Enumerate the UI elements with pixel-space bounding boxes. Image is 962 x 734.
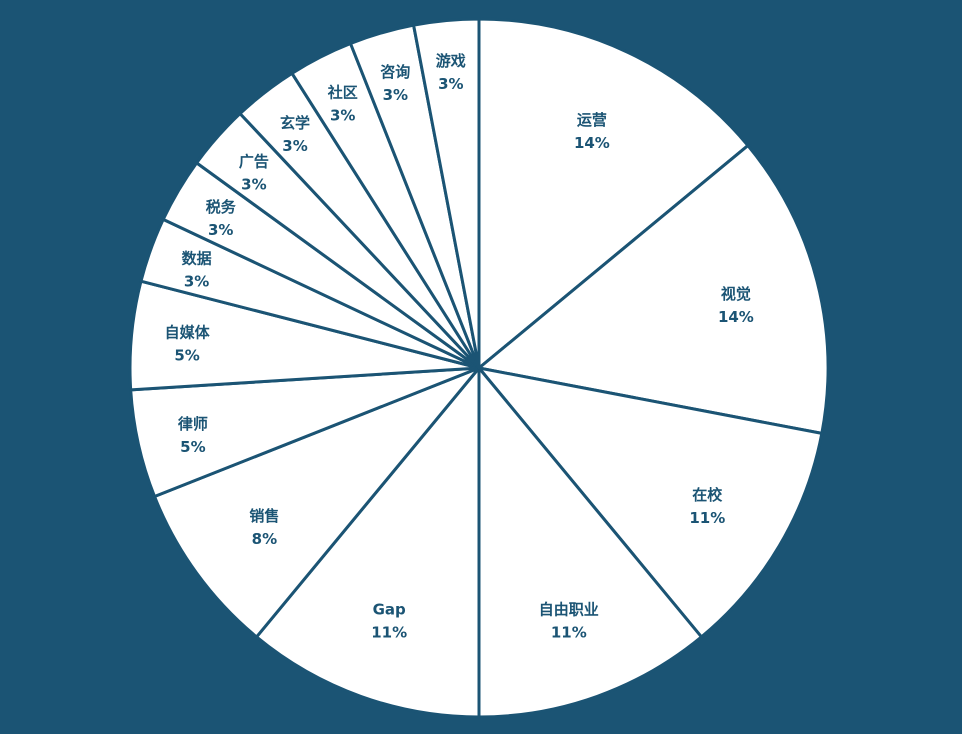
pie-slice-14 xyxy=(412,17,481,370)
slice-value-label-12: 3% xyxy=(330,107,355,125)
slice-value-label-11: 3% xyxy=(282,137,307,155)
slice-label-12: 社区 xyxy=(327,84,358,102)
slice-label-3: 自由职业 xyxy=(539,601,599,619)
slice-value-label-4: 11% xyxy=(371,624,407,642)
slice-label-6: 律师 xyxy=(177,415,208,433)
pie-slice-1 xyxy=(477,144,830,435)
pie-slice-2 xyxy=(477,366,824,639)
slice-label-0: 运营 xyxy=(577,111,607,129)
slice-value-label-5: 8% xyxy=(252,530,277,548)
slice-value-label-2: 11% xyxy=(689,509,725,527)
slice-label-1: 视觉 xyxy=(721,285,751,303)
slice-label-10: 广告 xyxy=(239,153,269,171)
slice-label-11: 玄学 xyxy=(280,114,310,132)
slice-label-8: 数据 xyxy=(182,249,212,267)
slice-value-label-1: 14% xyxy=(718,308,754,326)
slice-label-13: 咨询 xyxy=(380,63,410,81)
slice-value-label-6: 5% xyxy=(180,438,205,456)
slice-label-9: 税务 xyxy=(206,198,237,216)
pie-slice-4 xyxy=(255,366,481,719)
slice-value-label-10: 3% xyxy=(241,176,266,194)
slice-label-7: 自媒体 xyxy=(165,323,211,341)
slice-value-label-14: 3% xyxy=(438,75,463,93)
pie-slice-5 xyxy=(153,366,481,639)
pie-slice-0 xyxy=(477,17,750,370)
slice-value-label-9: 3% xyxy=(208,221,233,239)
slice-value-label-7: 5% xyxy=(174,346,199,364)
slice-value-label-0: 14% xyxy=(574,134,610,152)
pie-labels: 运营 14% 视觉 14% 在校 11% 自由职业 11% Gap 11% 销售 8% 律师 5% 自媒体 5… xyxy=(165,52,754,641)
slice-value-label-3: 11% xyxy=(551,624,587,642)
slice-value-label-8: 3% xyxy=(184,272,209,290)
slice-label-4: Gap xyxy=(373,601,406,619)
slice-value-label-13: 3% xyxy=(383,86,408,104)
pie-slice-3 xyxy=(477,366,703,719)
slice-label-5: 销售 xyxy=(249,507,279,525)
pie-slices xyxy=(128,17,830,719)
slice-label-2: 在校 xyxy=(692,486,723,504)
slice-label-14: 游戏 xyxy=(436,52,466,70)
